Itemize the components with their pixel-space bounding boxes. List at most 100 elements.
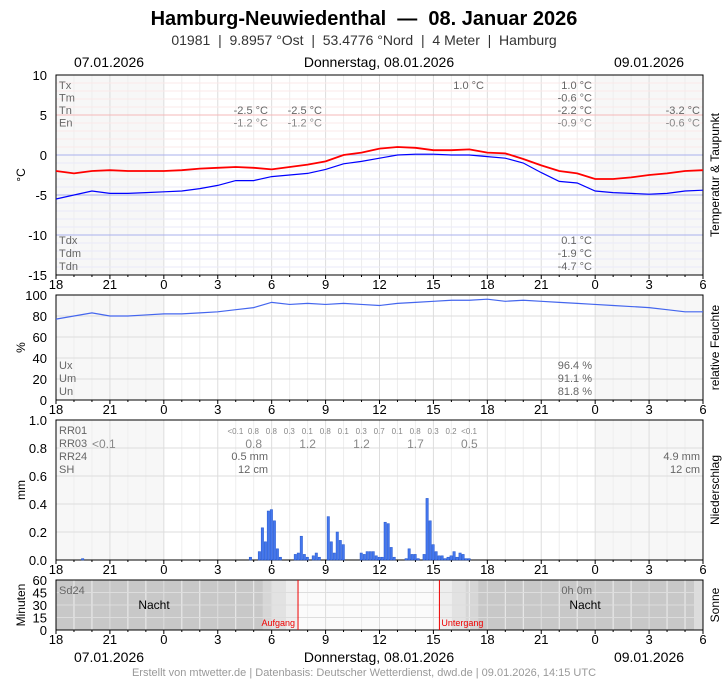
snow-height-value: 12 cm	[238, 464, 268, 476]
right-panel-label: relative Feuchte	[708, 304, 722, 390]
rr01-value: 0.8	[320, 427, 332, 436]
x-tick-label: 0	[160, 632, 167, 647]
stat-label: Tx	[59, 80, 72, 92]
precipitation-bar	[440, 555, 444, 561]
y-tick-label: 0.4	[29, 497, 47, 512]
stat-value: -1.2 °C	[234, 118, 268, 130]
y-tick-label: 0	[40, 148, 47, 163]
precipitation-bar	[272, 520, 276, 561]
precipitation-bar	[365, 551, 369, 561]
stat-value: -3.2 °C	[666, 105, 700, 117]
x-tick-label: 3	[645, 562, 652, 577]
x-tick-label: 21	[534, 562, 548, 577]
x-tick-label: 18	[480, 277, 494, 292]
precipitation-bar	[425, 498, 429, 561]
stat-value: -0.6 °C	[558, 93, 592, 105]
precipitation-bar	[338, 540, 342, 561]
x-tick-label: 18	[480, 632, 494, 647]
stat-label: Tm	[59, 93, 75, 105]
precipitation-bar	[302, 554, 306, 561]
y-axis-label: °C	[14, 168, 28, 182]
rr01-value: 0.8	[410, 427, 422, 436]
precipitation-bar	[422, 554, 426, 561]
date-center-bottom: Donnerstag, 08.01.2026	[304, 649, 454, 665]
precipitation-bar	[305, 556, 309, 561]
x-tick-label: 6	[699, 632, 706, 647]
x-tick-label: 18	[49, 402, 63, 417]
precipitation-bar	[263, 541, 267, 561]
right-panel-label: Niederschlag	[708, 455, 722, 525]
stat-label: Tdx	[59, 235, 78, 247]
rr01-value: 0.3	[356, 427, 368, 436]
x-tick-label: 0	[592, 402, 599, 417]
precipitation-bar	[383, 521, 387, 561]
precipitation-bar	[437, 555, 441, 561]
precipitation-bar	[407, 548, 411, 561]
y-tick-label: 5	[40, 108, 47, 123]
y-tick-label: 100	[25, 288, 47, 303]
x-tick-label: 0	[160, 562, 167, 577]
stat-value: -1.9 °C	[558, 248, 592, 260]
stat-value: -0.9 °C	[558, 118, 592, 130]
rr01-value: 0.2	[446, 427, 458, 436]
stat-value: 0.1 °C	[561, 235, 592, 247]
precipitation-bar	[434, 551, 438, 561]
x-tick-label: 21	[103, 632, 117, 647]
night-label: Nacht	[569, 598, 601, 612]
rr01-value: 0.8	[266, 427, 278, 436]
precipitation-bar	[458, 552, 462, 561]
date-right: 09.01.2026	[614, 54, 684, 70]
x-tick-label: 18	[49, 562, 63, 577]
x-tick-label: 0	[160, 402, 167, 417]
precipitation-bar	[386, 523, 390, 561]
rr01-value: 0.3	[428, 427, 440, 436]
x-tick-label: 3	[214, 632, 221, 647]
stat-label: Um	[59, 373, 76, 385]
rr01-value: 0.1	[338, 427, 350, 436]
precipitation-bar	[248, 556, 252, 561]
y-axis-label: %	[14, 342, 28, 353]
precipitation-bar	[431, 544, 435, 561]
rr03-value: 1.2	[299, 437, 316, 451]
stat-label: RR03	[59, 438, 87, 450]
y-tick-label: 0.8	[29, 441, 47, 456]
rr01-value: <0.1	[228, 427, 244, 436]
y-tick-label: 20	[33, 372, 47, 387]
x-tick-label: 3	[645, 277, 652, 292]
precipitation-bar	[416, 558, 420, 561]
precipitation-bar	[341, 544, 345, 561]
x-tick-label: 3	[214, 562, 221, 577]
precipitation-bar	[326, 516, 330, 561]
rr01-value: 0.7	[374, 427, 386, 436]
x-tick-label: 9	[322, 562, 329, 577]
x-tick-label: 12	[372, 402, 386, 417]
x-tick-label: 21	[103, 277, 117, 292]
x-tick-label: 18	[49, 277, 63, 292]
x-tick-label: 12	[372, 632, 386, 647]
x-tick-label: 18	[480, 402, 494, 417]
stat-value: -2.2 °C	[558, 105, 592, 117]
precipitation-bar	[278, 556, 282, 561]
snow-height-value: 12 cm	[670, 464, 700, 476]
stat-value: -4.7 °C	[558, 261, 592, 273]
x-tick-label: 21	[534, 632, 548, 647]
date-right-bottom: 09.01.2026	[614, 649, 684, 665]
precipitation-bar	[455, 556, 459, 561]
rr01-value: <0.1	[461, 427, 477, 436]
date-center: Donnerstag, 08.01.2026	[304, 54, 454, 70]
stat-value: 81.8 %	[558, 386, 592, 398]
y-tick-label: 15	[33, 611, 47, 626]
station-info: 01981 | 9.8957 °Ost | 53.4776 °Nord | 4 …	[171, 32, 556, 48]
y-axis-label: Minuten	[14, 584, 28, 627]
precipitation-bar	[81, 558, 85, 561]
precipitation-bar	[389, 547, 393, 561]
precipitation-bar	[413, 554, 417, 561]
x-tick-label: 6	[268, 277, 275, 292]
precipitation-bar	[449, 555, 453, 561]
precipitation-bar	[446, 556, 450, 561]
x-tick-label: 15	[426, 562, 440, 577]
x-tick-label: 6	[268, 402, 275, 417]
right-panel-label: Sonne	[708, 587, 722, 622]
precipitation-bar	[359, 552, 363, 561]
precipitation-bar	[467, 558, 471, 561]
